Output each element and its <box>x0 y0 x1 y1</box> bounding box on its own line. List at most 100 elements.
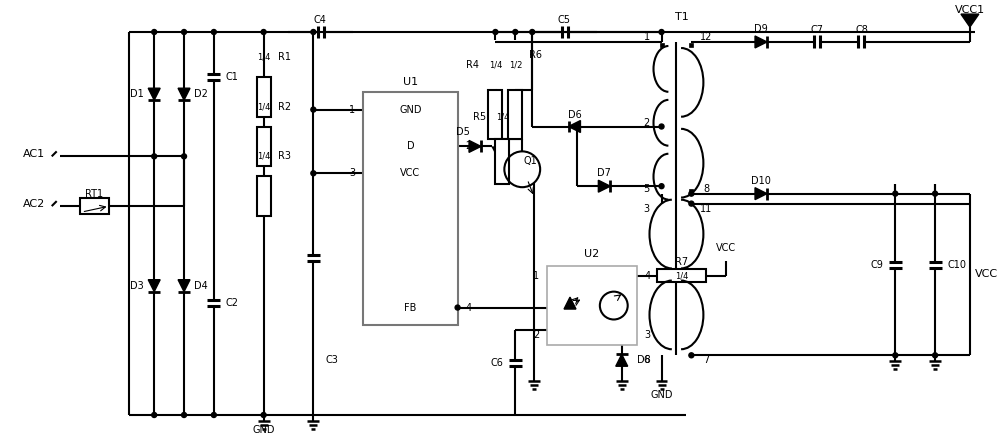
Text: AC2: AC2 <box>23 199 45 209</box>
Text: D1: D1 <box>130 89 144 99</box>
Circle shape <box>182 413 187 417</box>
Text: VCC: VCC <box>400 168 420 178</box>
Text: FB: FB <box>404 302 417 313</box>
Circle shape <box>182 29 187 34</box>
Polygon shape <box>564 297 576 309</box>
Text: D5: D5 <box>456 128 470 137</box>
Bar <box>657 269 706 282</box>
Text: R1: R1 <box>278 52 291 62</box>
Text: R2: R2 <box>278 102 291 112</box>
Circle shape <box>933 191 938 196</box>
Circle shape <box>211 413 216 417</box>
Circle shape <box>311 107 316 112</box>
Bar <box>257 176 271 216</box>
Text: U2: U2 <box>584 249 600 259</box>
Polygon shape <box>755 36 767 48</box>
Text: 2: 2 <box>643 118 650 128</box>
Text: 1/4: 1/4 <box>257 52 270 62</box>
Circle shape <box>211 29 216 34</box>
Text: GND: GND <box>252 425 275 435</box>
Bar <box>488 90 502 140</box>
Text: 1/4: 1/4 <box>496 112 509 122</box>
Text: AC1: AC1 <box>23 149 45 159</box>
Text: 1/4: 1/4 <box>675 271 688 280</box>
Circle shape <box>455 305 460 310</box>
Text: 2: 2 <box>533 330 539 340</box>
Text: 1: 1 <box>533 271 539 281</box>
Polygon shape <box>178 280 190 292</box>
Text: 5: 5 <box>643 184 650 194</box>
Circle shape <box>893 191 898 196</box>
Circle shape <box>659 124 664 129</box>
Text: C5: C5 <box>558 15 571 25</box>
Circle shape <box>152 154 157 159</box>
Bar <box>80 198 109 214</box>
Circle shape <box>311 29 316 34</box>
Polygon shape <box>569 120 580 132</box>
Text: 4: 4 <box>645 271 651 281</box>
Text: Q1: Q1 <box>523 157 537 166</box>
Text: R3: R3 <box>278 151 291 161</box>
Text: 11: 11 <box>700 203 712 214</box>
Circle shape <box>893 353 898 358</box>
Circle shape <box>530 29 535 34</box>
Text: C3: C3 <box>325 355 338 365</box>
Text: D: D <box>407 141 414 151</box>
Bar <box>257 127 271 166</box>
Text: R4: R4 <box>466 60 479 70</box>
Text: 1: 1 <box>349 105 355 115</box>
Text: 4: 4 <box>466 302 472 313</box>
Circle shape <box>689 201 694 206</box>
Circle shape <box>574 124 579 129</box>
Text: 1: 1 <box>644 32 650 42</box>
Circle shape <box>152 29 157 34</box>
Text: 2: 2 <box>466 141 472 151</box>
Text: C8: C8 <box>855 25 868 35</box>
Text: GND: GND <box>650 390 673 400</box>
Text: 1/4: 1/4 <box>257 152 270 161</box>
Polygon shape <box>616 354 628 366</box>
Text: D8: D8 <box>637 355 650 365</box>
Bar <box>547 266 637 345</box>
Text: R6: R6 <box>529 50 542 60</box>
Text: C6: C6 <box>490 358 503 368</box>
Circle shape <box>152 413 157 417</box>
Polygon shape <box>178 88 190 100</box>
Polygon shape <box>598 180 610 192</box>
Circle shape <box>659 29 664 34</box>
Text: U1: U1 <box>403 77 418 87</box>
Circle shape <box>261 413 266 417</box>
Circle shape <box>689 353 694 358</box>
Text: R7: R7 <box>675 257 688 267</box>
Text: C9: C9 <box>870 260 883 269</box>
Text: D2: D2 <box>194 89 208 99</box>
Circle shape <box>513 29 518 34</box>
Text: C10: C10 <box>947 260 966 269</box>
Text: T1: T1 <box>675 12 688 22</box>
Polygon shape <box>961 14 979 27</box>
Text: C1: C1 <box>226 72 239 82</box>
Text: 6: 6 <box>644 355 650 365</box>
Text: D6: D6 <box>568 110 582 120</box>
Text: 1/4: 1/4 <box>489 60 502 69</box>
Text: 1/4: 1/4 <box>257 102 270 111</box>
Text: VCC: VCC <box>716 243 736 253</box>
Polygon shape <box>148 280 160 292</box>
Text: D9: D9 <box>754 24 768 34</box>
Circle shape <box>261 29 266 34</box>
Polygon shape <box>148 88 160 100</box>
Bar <box>689 43 693 47</box>
Bar <box>508 90 522 140</box>
Text: C4: C4 <box>314 15 327 25</box>
Text: 12: 12 <box>700 32 712 42</box>
Circle shape <box>933 353 938 358</box>
Circle shape <box>689 191 694 196</box>
Text: RT1: RT1 <box>85 189 104 199</box>
Text: 3: 3 <box>644 203 650 214</box>
Polygon shape <box>755 188 767 200</box>
Bar <box>363 92 458 326</box>
Text: D3: D3 <box>130 281 144 291</box>
Circle shape <box>493 29 498 34</box>
Circle shape <box>311 171 316 176</box>
Text: VCC: VCC <box>975 269 998 280</box>
